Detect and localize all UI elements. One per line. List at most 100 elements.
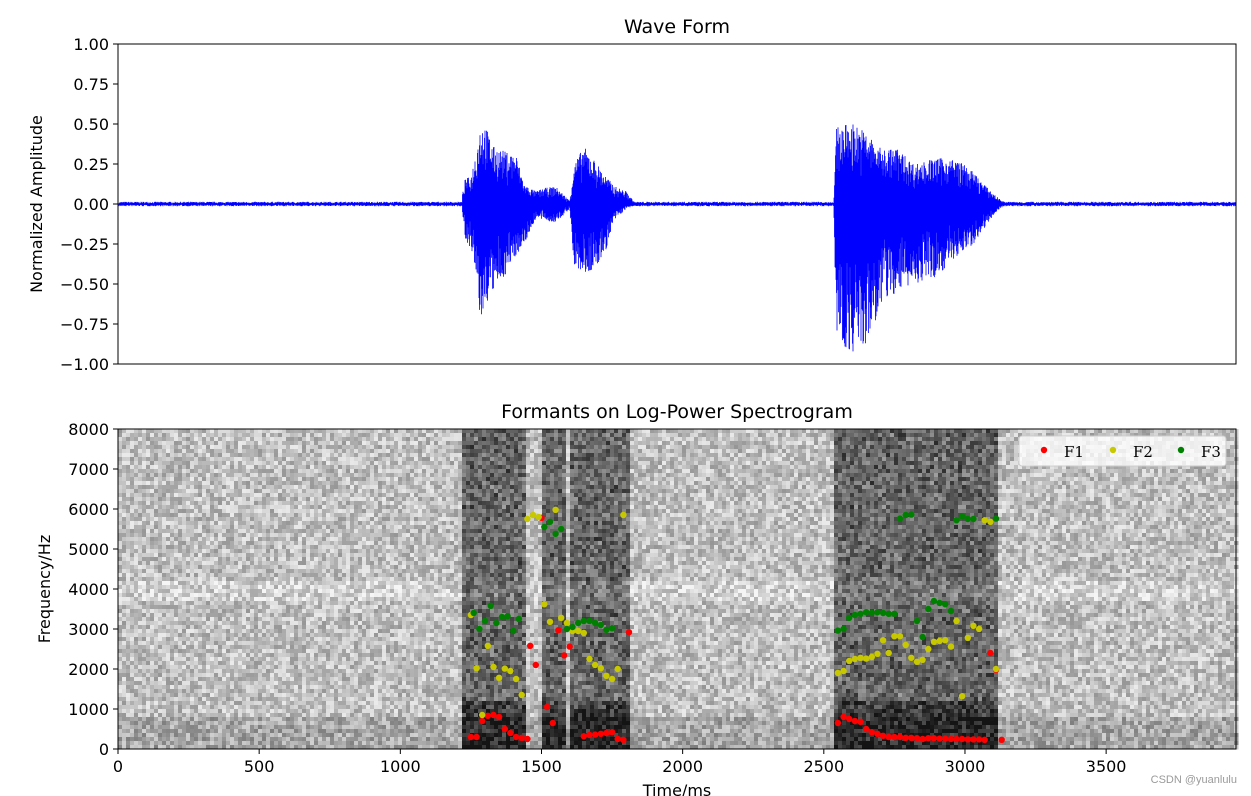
spectrogram-cell bbox=[182, 641, 187, 646]
spectrogram-cell bbox=[234, 677, 239, 682]
spectrogram-cell bbox=[142, 633, 147, 638]
spectrogram-cell bbox=[274, 497, 279, 502]
spectrogram-cell bbox=[346, 673, 351, 678]
spectrogram-cell bbox=[366, 461, 371, 466]
spectrogram-cell bbox=[170, 481, 175, 486]
spectrogram-cell bbox=[342, 697, 347, 702]
spectrogram-cell bbox=[134, 657, 139, 662]
spectrogram-cell bbox=[266, 733, 271, 738]
spectrogram-cell bbox=[246, 485, 251, 490]
spectrogram-cell bbox=[310, 641, 315, 646]
spectrogram-cell bbox=[230, 533, 235, 538]
spectrogram-cell bbox=[178, 457, 183, 462]
spectrogram-cell bbox=[322, 461, 327, 466]
spectrogram-cell bbox=[170, 513, 175, 518]
spectrogram-cell bbox=[234, 449, 239, 454]
spectrogram-cell bbox=[214, 553, 219, 558]
spectrogram-cell bbox=[270, 493, 275, 498]
spectrogram-cell bbox=[326, 585, 331, 590]
spectrogram-cell bbox=[126, 533, 131, 538]
spectrogram-cell bbox=[130, 585, 135, 590]
spectrogram-cell bbox=[122, 665, 127, 670]
spectrogram-cell bbox=[146, 573, 151, 578]
spectrogram-cell bbox=[182, 497, 187, 502]
spectrogram-cell bbox=[126, 745, 131, 750]
spectrogram-cell bbox=[202, 473, 207, 478]
spectrogram-cell bbox=[222, 433, 227, 438]
spectrogram-cell bbox=[362, 561, 367, 566]
spectrogram-cell bbox=[350, 461, 355, 466]
spectrogram-cell bbox=[254, 573, 259, 578]
spectrogram-cell bbox=[254, 737, 259, 742]
spectrogram-cell bbox=[138, 529, 143, 534]
spectrogram-cell bbox=[350, 489, 355, 494]
spectrogram-cell bbox=[246, 509, 251, 514]
spectrogram-cell bbox=[178, 577, 183, 582]
spectrogram-cell bbox=[206, 745, 211, 750]
spectrogram-cell bbox=[242, 513, 247, 518]
spectrogram-cell bbox=[346, 561, 351, 566]
spectrogram-cell bbox=[126, 549, 131, 554]
spectrogram-cell bbox=[230, 653, 235, 658]
spectrogram-cell bbox=[206, 621, 211, 626]
spectrogram-cell bbox=[154, 433, 159, 438]
spectrogram-cell bbox=[130, 449, 135, 454]
spectrogram-cell bbox=[306, 713, 311, 718]
spectrogram-cell bbox=[182, 729, 187, 734]
spectrogram-cell bbox=[130, 429, 135, 434]
spectrogram-cell bbox=[130, 693, 135, 698]
spectrogram-cell bbox=[182, 437, 187, 442]
spectrogram-cell bbox=[226, 569, 231, 574]
spectrogram-cell bbox=[282, 493, 287, 498]
spectrogram-cell bbox=[226, 741, 231, 746]
spectrogram-cell bbox=[198, 577, 203, 582]
spectrogram-cell bbox=[318, 669, 323, 674]
spectrogram-cell bbox=[278, 669, 283, 674]
spectrogram-cell bbox=[190, 585, 195, 590]
spectrogram-cell bbox=[170, 429, 175, 434]
spectrogram-cell bbox=[222, 597, 227, 602]
spectrogram-cell bbox=[318, 521, 323, 526]
spectrogram-cell bbox=[130, 729, 135, 734]
spectrogram-cell bbox=[138, 477, 143, 482]
spectrogram-cell bbox=[354, 669, 359, 674]
spectrogram-cell bbox=[346, 733, 351, 738]
spectrogram-cell bbox=[198, 489, 203, 494]
spectrogram-cell bbox=[310, 645, 315, 650]
spectrogram-cell bbox=[198, 669, 203, 674]
spectrogram-cell bbox=[230, 449, 235, 454]
spectrogram-cell bbox=[138, 681, 143, 686]
spectrogram-cell bbox=[170, 509, 175, 514]
spectrogram-cell bbox=[290, 477, 295, 482]
spectrogram-cell bbox=[242, 677, 247, 682]
spectrogram-cell bbox=[126, 449, 131, 454]
spectrogram-cell bbox=[358, 533, 363, 538]
spectrogram-cell bbox=[350, 553, 355, 558]
spectrogram-cell bbox=[206, 461, 211, 466]
spectrogram-cell bbox=[342, 481, 347, 486]
spectrogram-cell bbox=[146, 697, 151, 702]
spectrogram-cell bbox=[174, 477, 179, 482]
spectrogram-cell bbox=[210, 709, 215, 714]
spectrogram-cell bbox=[206, 705, 211, 710]
spectrogram-cell bbox=[298, 537, 303, 542]
spectrogram-cell bbox=[286, 545, 291, 550]
spectrogram-cell bbox=[306, 509, 311, 514]
spectrogram-cell bbox=[354, 589, 359, 594]
spectrogram-cell bbox=[254, 717, 259, 722]
spectrogram-cell bbox=[346, 709, 351, 714]
spectrogram-cell bbox=[350, 669, 355, 674]
spectrogram-cell bbox=[138, 677, 143, 682]
spectrogram-cell bbox=[230, 593, 235, 598]
spectrogram-cell bbox=[238, 617, 243, 622]
spectrogram-cell bbox=[226, 633, 231, 638]
spectrogram-cell bbox=[318, 473, 323, 478]
spectrogram-cell bbox=[330, 493, 335, 498]
spectrogram-cell bbox=[222, 449, 227, 454]
spectrogram-cell bbox=[290, 689, 295, 694]
spectrogram-cell bbox=[198, 429, 203, 434]
spectrogram-cell bbox=[158, 649, 163, 654]
spectrogram-cell bbox=[206, 633, 211, 638]
spectrogram-cell bbox=[130, 477, 135, 482]
spectrogram-cell bbox=[234, 625, 239, 630]
